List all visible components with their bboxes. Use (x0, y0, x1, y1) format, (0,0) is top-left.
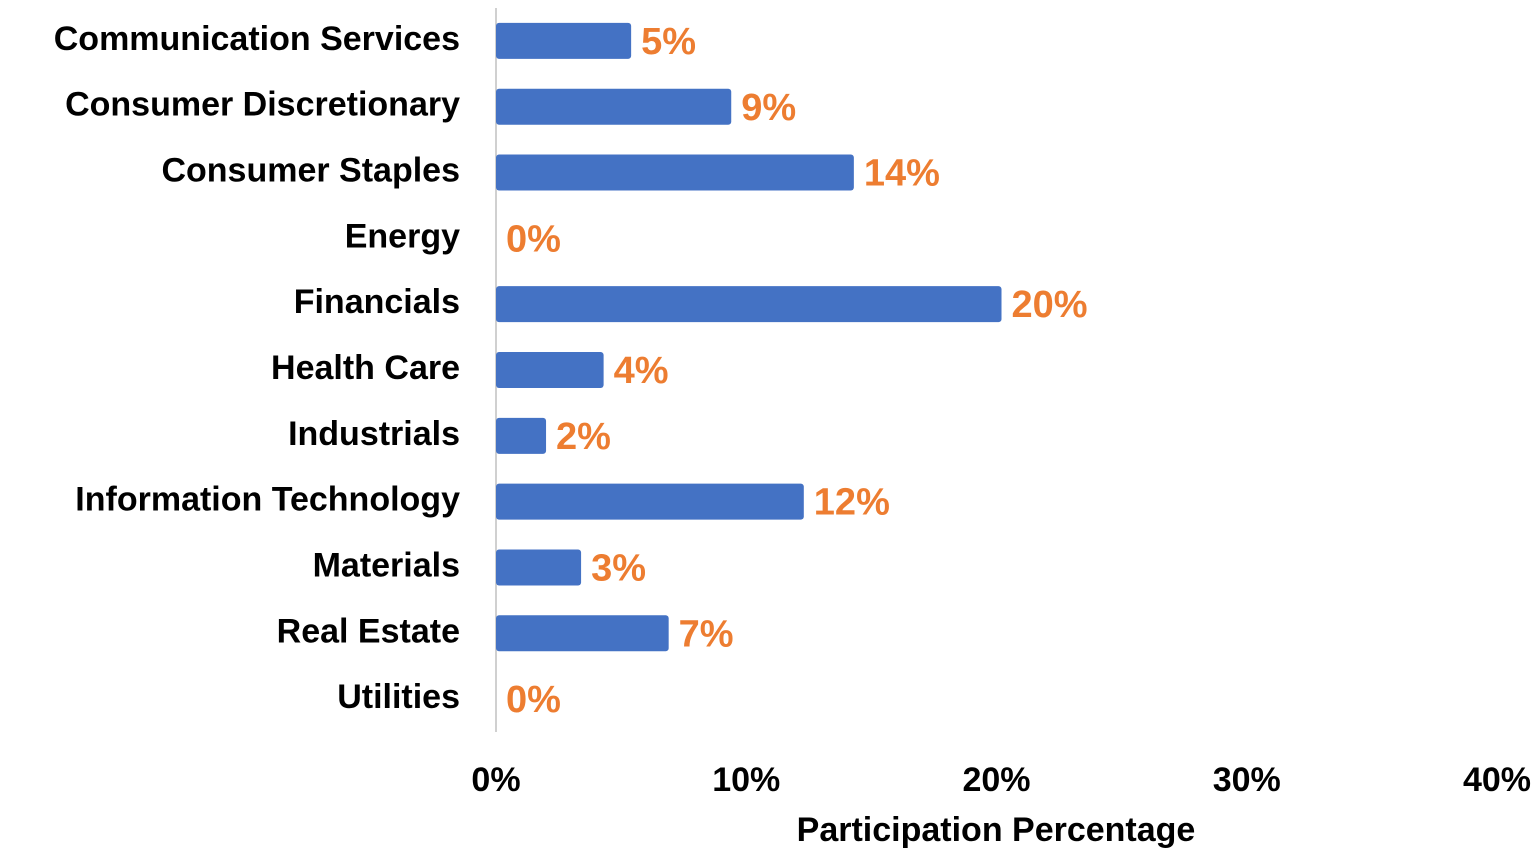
value-label: 7% (679, 613, 734, 655)
value-label: 0% (506, 218, 561, 260)
bar (496, 22, 632, 59)
bar (496, 286, 1002, 323)
y-tick-label: Consumer Discretionary (65, 86, 460, 124)
value-label: 20% (1012, 284, 1088, 326)
x-tick-label: 30% (1213, 761, 1281, 799)
value-label: 5% (641, 21, 696, 63)
bar (496, 483, 804, 520)
value-label: 2% (556, 416, 611, 458)
x-tick-label: 20% (962, 761, 1030, 799)
value-label: 3% (591, 547, 646, 589)
value-label: 0% (506, 679, 561, 721)
bar (496, 615, 669, 652)
bar (496, 417, 547, 454)
y-tick-label: Financials (294, 283, 460, 321)
y-tick-label: Health Care (271, 349, 460, 387)
y-tick-label: Industrials (288, 415, 460, 453)
value-label: 12% (814, 482, 890, 524)
y-tick-label: Information Technology (75, 481, 460, 519)
y-tick-label: Utilities (337, 678, 460, 716)
value-label: 9% (741, 87, 796, 129)
bar (496, 88, 732, 125)
y-tick-label: Communication Services (54, 20, 460, 58)
value-label: 4% (614, 350, 669, 392)
x-tick-label: 10% (712, 761, 780, 799)
bar (496, 549, 582, 586)
value-label: 14% (864, 153, 940, 195)
bar (496, 154, 854, 191)
y-tick-label: Materials (313, 546, 460, 584)
x-tick-label: 0% (471, 761, 520, 799)
bar (496, 352, 604, 388)
x-tick-label: 40% (1463, 761, 1531, 799)
y-tick-label: Energy (345, 217, 460, 255)
x-axis-title: Participation Percentage (797, 811, 1196, 849)
y-tick-label: Real Estate (277, 612, 460, 650)
y-tick-label: Consumer Staples (161, 152, 460, 190)
